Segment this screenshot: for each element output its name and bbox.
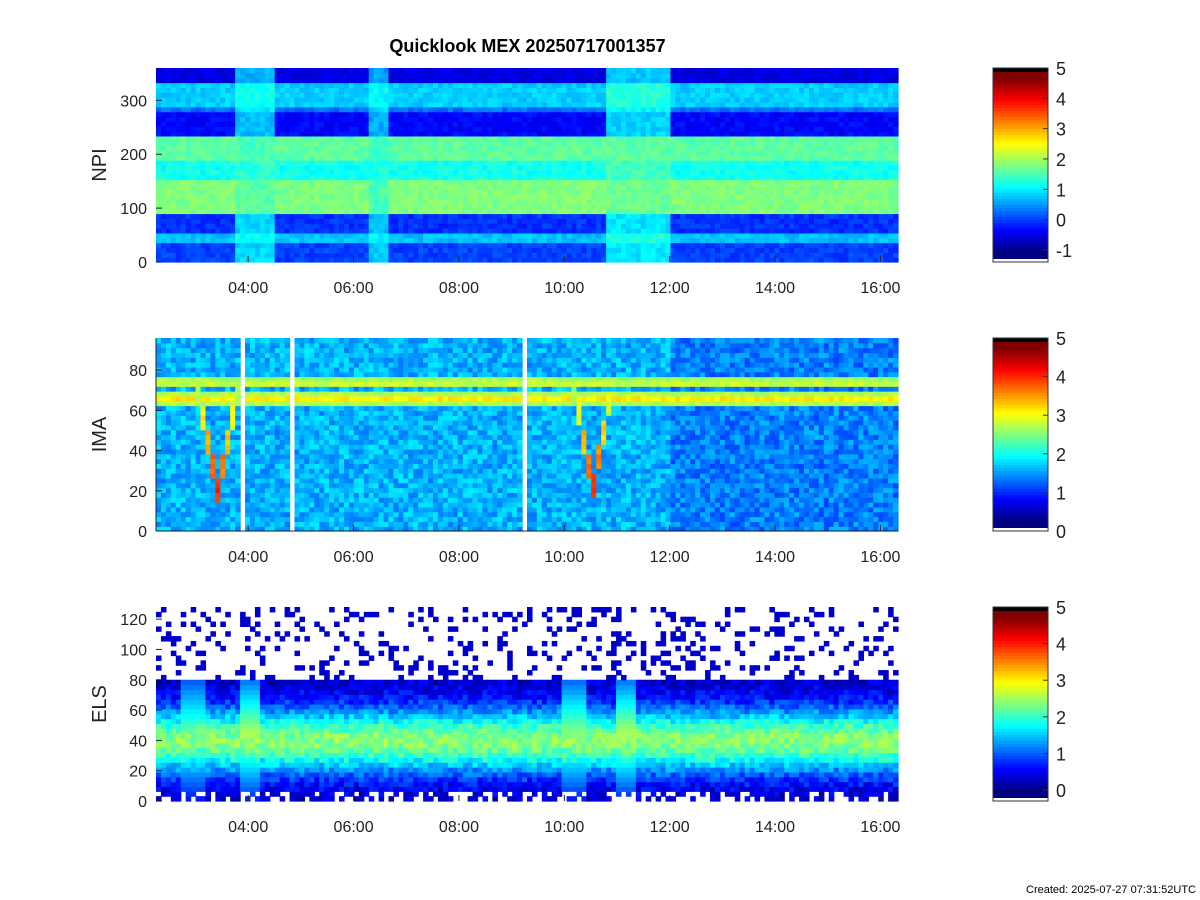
y-tick-label: 100 bbox=[120, 642, 147, 659]
y-tick-label: 80 bbox=[129, 363, 147, 380]
x-tick-label: 14:00 bbox=[755, 819, 795, 836]
x-tick-label: 04:00 bbox=[228, 819, 268, 836]
colorbar-ima: 0 1 2 3 4 5 bbox=[992, 329, 1066, 542]
colorbar-tick-label: 3 bbox=[1056, 406, 1066, 426]
y-axis-label: IMA bbox=[89, 416, 111, 452]
colorbar-tick-label: 3 bbox=[1056, 671, 1066, 691]
x-tick-label: 10:00 bbox=[544, 280, 584, 297]
x-tick-label: 16:00 bbox=[860, 819, 900, 836]
colorbar-tick-label: 2 bbox=[1056, 708, 1066, 728]
y-tick-label: 120 bbox=[120, 612, 147, 629]
colorbar-tick-label: 2 bbox=[1056, 150, 1066, 170]
colorbar-tick-label: 0 bbox=[1056, 522, 1066, 542]
figure-title: Quicklook MEX 20250717001357 bbox=[389, 36, 666, 56]
y-tick-label: 20 bbox=[129, 764, 147, 781]
x-tick-label: 08:00 bbox=[439, 549, 479, 566]
colorbar-tick-label: 3 bbox=[1056, 120, 1066, 140]
x-tick-label: 12:00 bbox=[650, 280, 690, 297]
y-tick-label: 0 bbox=[138, 255, 147, 272]
panel-npi: 04:00 06:00 08:00 10:00 12:00 14:00 16:00 0 100 2… bbox=[89, 59, 1072, 297]
y-tick-label: 0 bbox=[138, 524, 147, 541]
x-tick-label: 12:00 bbox=[650, 819, 690, 836]
colorbar-tick-label: 1 bbox=[1056, 483, 1066, 503]
y-tick-label: 40 bbox=[129, 444, 147, 461]
x-tick-label: 04:00 bbox=[228, 549, 268, 566]
y-axis-label: NPI bbox=[89, 148, 111, 181]
heatmap-els bbox=[156, 607, 899, 802]
colorbar-tick-label: 2 bbox=[1056, 445, 1066, 465]
colorbar-tick-label: 4 bbox=[1056, 89, 1066, 109]
x-tick-label: 16:00 bbox=[860, 280, 900, 297]
x-tick-label: 14:00 bbox=[755, 280, 795, 297]
x-tick-label: 10:00 bbox=[544, 819, 584, 836]
colorbar-tick-label: 1 bbox=[1056, 180, 1066, 200]
colorbar-tick-label: 4 bbox=[1056, 635, 1066, 655]
x-tick-label: 08:00 bbox=[439, 280, 479, 297]
x-tick-label: 06:00 bbox=[334, 280, 374, 297]
x-tick-label: 08:00 bbox=[439, 819, 479, 836]
x-tick-label: 12:00 bbox=[650, 549, 690, 566]
x-tick-label: 04:00 bbox=[228, 280, 268, 297]
y-tick-label: 80 bbox=[129, 673, 147, 690]
y-tick-label: 60 bbox=[129, 403, 147, 420]
colorbar-tick-label: -1 bbox=[1056, 241, 1072, 261]
colorbar-tick-label: 0 bbox=[1056, 211, 1066, 231]
colorbar-tick-label: 5 bbox=[1056, 598, 1066, 618]
panel-ima: 04:00 06:00 08:00 10:00 12:00 14:00 16:0002040… bbox=[89, 329, 1066, 566]
y-tick-label: 300 bbox=[120, 93, 147, 110]
y-tick-label: 200 bbox=[120, 147, 147, 164]
colorbar-tick-label: 5 bbox=[1056, 329, 1066, 349]
y-tick-label: 100 bbox=[120, 201, 147, 218]
colorbar-tick-label: 5 bbox=[1056, 59, 1066, 79]
colorbar-tick-label: 0 bbox=[1056, 781, 1066, 801]
heatmap-npi bbox=[156, 68, 899, 263]
colorbar-tick-label: 4 bbox=[1056, 368, 1066, 388]
colorbar-tick-label: 1 bbox=[1056, 744, 1066, 764]
y-tick-label: 0 bbox=[138, 794, 147, 811]
colorbar-npi: -1 0 1 2 3 4 5 bbox=[992, 59, 1072, 263]
heatmap-ima bbox=[156, 338, 899, 532]
x-tick-label: 06:00 bbox=[334, 549, 374, 566]
y-tick-label: 40 bbox=[129, 733, 147, 750]
y-axis-label: ELS bbox=[89, 685, 111, 723]
colorbar-els: 0 1 2 3 4 5 bbox=[992, 598, 1066, 802]
x-tick-label: 10:00 bbox=[544, 549, 584, 566]
y-tick-label: 60 bbox=[129, 703, 147, 720]
y-tick-label: 20 bbox=[129, 484, 147, 501]
x-tick-label: 06:00 bbox=[334, 819, 374, 836]
created-timestamp: Created: 2025-07-27 07:31:52UTC bbox=[1026, 884, 1196, 896]
panel-els: 04:00 06:00 08:00 10:00 12:00 14:00 16:0002040… bbox=[89, 598, 1066, 836]
x-tick-label: 14:00 bbox=[755, 549, 795, 566]
x-tick-label: 16:00 bbox=[860, 549, 900, 566]
